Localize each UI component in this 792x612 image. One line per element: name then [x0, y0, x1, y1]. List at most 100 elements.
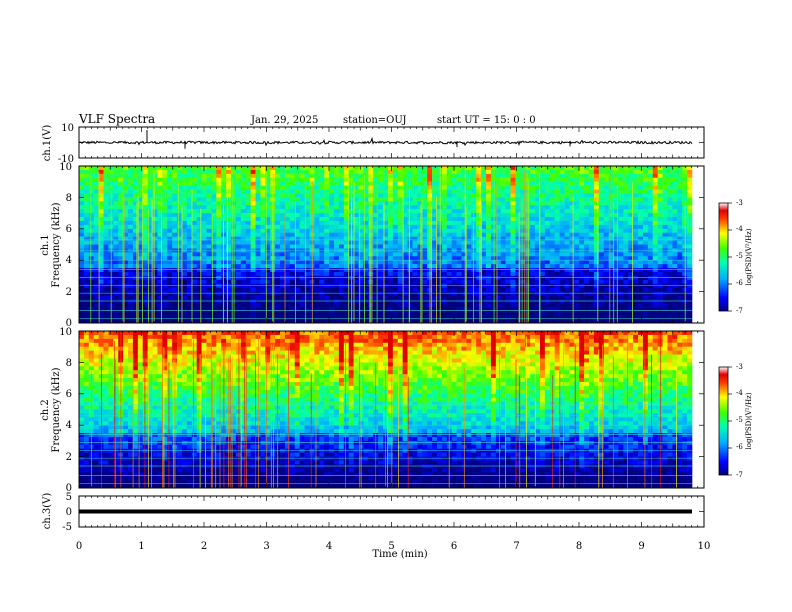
spectrogram-cell — [128, 260, 134, 265]
spectrogram-cell — [378, 177, 384, 182]
spectrogram-cell — [402, 275, 408, 281]
spectrogram-cell — [628, 169, 634, 175]
spectrogram-cell — [539, 319, 546, 324]
spectrogram-cell — [181, 205, 188, 210]
spectrogram-cell — [250, 197, 256, 202]
spectrogram-cell — [505, 271, 511, 277]
spectrogram-cell — [191, 205, 197, 210]
spectrogram-cell — [299, 224, 305, 230]
spectrogram-cell — [113, 232, 119, 237]
spectrogram-cell — [206, 283, 212, 288]
spectrogram-cell — [584, 315, 590, 320]
spectrogram-cell — [343, 228, 350, 234]
spectrogram-cell — [167, 205, 173, 210]
spectrogram-cell — [544, 291, 551, 296]
spectrogram-cell — [123, 268, 129, 273]
spectrogram-cell — [559, 224, 565, 230]
spectrogram-cell — [392, 283, 399, 288]
spectrogram-cell — [353, 213, 359, 218]
spectrogram-cell — [549, 319, 555, 324]
spectrogram-cell — [584, 177, 590, 182]
spectrogram-cell — [387, 244, 394, 249]
spectrogram-cell — [314, 173, 320, 179]
spectrogram-cell — [216, 220, 222, 226]
spectrogram-cell — [383, 185, 389, 190]
spectrogram-cell — [461, 185, 467, 190]
spectrogram-cell — [383, 256, 389, 261]
spectrogram-cell — [476, 307, 482, 312]
spectrogram-cell — [422, 220, 428, 226]
spectrogram-cell — [137, 264, 144, 269]
spectrogram-cell — [432, 217, 438, 222]
spectrogram-cell — [647, 166, 654, 171]
spectrogram-cell — [334, 264, 340, 269]
spectrogram-cell — [343, 166, 350, 171]
spectrogram-cell — [535, 264, 541, 269]
spectrogram-cell — [304, 201, 310, 206]
spectrogram-cell — [275, 232, 281, 237]
spectrogram-cell — [436, 193, 443, 198]
spectrogram-cell — [181, 252, 188, 257]
spectrogram-cell — [539, 279, 546, 285]
spectrogram-cell — [231, 307, 237, 312]
spectrogram-cell — [211, 224, 217, 230]
spectrogram-cell — [584, 260, 590, 265]
spectrogram-cell — [206, 228, 212, 234]
spectrogram-cell — [638, 232, 644, 237]
spectrogram-cell — [221, 311, 227, 316]
spectrogram-cell — [250, 295, 256, 300]
spectrogram-cell — [196, 279, 202, 285]
spectrogram-cell — [314, 193, 320, 198]
spectrogram-cell — [265, 303, 271, 308]
spectrogram-cell — [603, 169, 609, 175]
spectrogram-cell — [353, 193, 359, 198]
spectrogram-cell — [549, 264, 555, 269]
spectrogram-cell — [441, 279, 448, 285]
spectrogram-cell — [98, 303, 104, 308]
spectrogram-cell — [407, 299, 413, 304]
spectrogram-cell — [466, 209, 472, 214]
spectrogram-cell — [530, 177, 536, 182]
spectrogram-cell — [642, 275, 649, 281]
spectrogram-cell — [191, 244, 197, 249]
spectrogram-cell — [383, 193, 389, 198]
spectrogram-cell — [128, 185, 134, 190]
spectrogram-cell — [441, 256, 448, 261]
spectrogram-cell — [162, 279, 168, 285]
spectrogram-cell — [314, 228, 320, 234]
spectrogram-cell — [412, 220, 418, 226]
spectrogram-cell — [152, 311, 158, 316]
spectrogram-cell — [329, 173, 335, 179]
spectrogram-cell — [88, 236, 95, 241]
spectrogram-cell — [250, 268, 256, 273]
spectrogram-cell — [358, 228, 364, 234]
spectrogram-cell — [284, 315, 291, 320]
spectrogram-cell — [221, 220, 227, 226]
spectrogram-cell — [240, 268, 247, 273]
spectrogram-cell — [569, 173, 575, 179]
spectrogram-cell — [181, 177, 188, 182]
spectrogram-cell — [657, 295, 663, 300]
spectrogram-cell — [584, 205, 590, 210]
spectrogram-cell — [642, 197, 649, 202]
spectrogram-cell — [383, 271, 389, 277]
spectrogram-cell — [363, 209, 369, 214]
spectrogram-cell — [275, 177, 281, 182]
spectrogram-cell — [329, 319, 335, 324]
spectrogram-cell — [83, 177, 90, 182]
spectrogram-cell — [177, 264, 183, 269]
spectrogram-cell — [231, 232, 237, 237]
spectrogram-cell — [593, 252, 600, 257]
spectrogram-cell — [481, 232, 487, 237]
spectrogram-cell — [564, 220, 570, 226]
spectrogram-cell — [392, 232, 399, 237]
spectrogram-cell — [88, 271, 95, 277]
spectrogram-cell — [436, 268, 443, 273]
spectrogram-cell — [319, 311, 325, 316]
spectrogram-cell — [343, 275, 350, 281]
spectrogram-cell — [387, 283, 394, 288]
spectrogram-cell — [338, 283, 345, 288]
spectrogram-cell — [436, 271, 443, 277]
spectrogram-cell — [490, 291, 497, 296]
spectrogram-cell — [407, 252, 413, 257]
